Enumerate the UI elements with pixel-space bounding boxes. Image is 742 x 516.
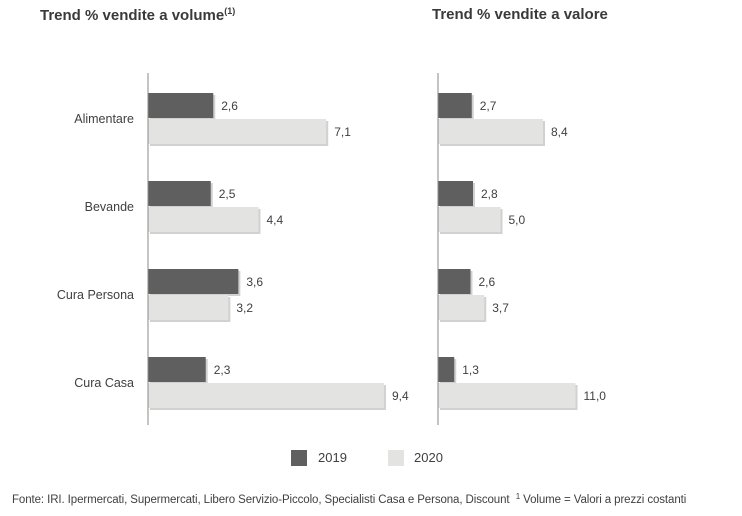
bar-value-2020-alimentare [438,119,543,144]
data-label-value-2019-2: 2,6 [479,275,496,289]
legend-swatch-2019 [291,450,307,466]
data-label-value-2020-2: 3,7 [492,301,509,315]
data-label-volume-2019-0: 2,6 [221,99,238,113]
data-label-volume-2019-3: 2,3 [214,363,231,377]
legend-label-2019: 2019 [318,450,347,465]
chart-title-value-text: Trend % vendite a valore [432,6,608,23]
bar-value-2019-alimentare [438,93,472,118]
chart-title-volume-sup: (1) [224,6,236,16]
data-label-volume-2019-2: 3,6 [246,275,263,289]
bar-volume-2020-bevande [148,207,259,232]
footnote-note: Volume = Valori a prezzi costanti [520,494,687,506]
bar-charts: Alimentare Bevande Cura Persona Cura Casa 2,… [57,73,607,425]
legend-swatch-2020 [388,450,404,466]
chart-title-value: Trend % vendite a valore [432,6,608,23]
data-label-volume-2020-0: 7,1 [334,125,351,139]
chart-title-volume: Trend % vendite a volume(1) [40,6,235,24]
bar-value-2020-cura-casa [438,383,576,408]
legend-label-2020: 2020 [414,450,443,465]
bar-value-2020-cura-persona [438,295,485,320]
bar-volume-2019-cura-casa [148,357,206,382]
category-label-cura-casa: Cura Casa [74,376,134,390]
bar-volume-2019-cura-persona [148,269,239,294]
data-label-value-2020-3: 11,0 [584,389,607,403]
bar-volume-2020-alimentare [148,119,327,144]
footnote-mark: 1 [515,492,521,501]
category-label-bevande: Bevande [85,200,134,214]
bar-volume-2019-alimentare [148,93,214,118]
data-label-volume-2020-2: 3,2 [236,301,253,315]
chart-title-volume-text: Trend % vendite a volume [40,7,225,24]
bar-volume-2019-bevande [148,181,211,206]
data-label-volume-2020-1: 4,4 [266,213,283,227]
data-label-volume-2020-3: 9,4 [392,389,409,403]
category-label-alimentare: Alimentare [74,112,134,126]
data-label-value-2020-0: 8,4 [551,125,568,139]
data-label-volume-2019-1: 2,5 [219,187,236,201]
bar-value-2020-bevande [438,207,501,232]
bar-volume-2020-cura-persona [148,295,229,320]
footnote: Fonte: IRI. Ipermercati, Supermercati, L… [12,492,686,506]
bar-volume-2020-cura-casa [148,383,384,408]
bar-value-2019-bevande [438,181,473,206]
data-label-value-2020-1: 5,0 [509,213,526,227]
data-label-value-2019-1: 2,8 [481,187,498,201]
data-label-value-2019-3: 1,3 [462,363,479,377]
bar-value-2019-cura-persona [438,269,471,294]
bar-value-2019-cura-casa [438,357,455,382]
data-label-value-2019-0: 2,7 [480,99,497,113]
category-label-cura-persona: Cura Persona [57,288,134,302]
footnote-source: Fonte: IRI. Ipermercati, Supermercati, L… [12,494,510,506]
